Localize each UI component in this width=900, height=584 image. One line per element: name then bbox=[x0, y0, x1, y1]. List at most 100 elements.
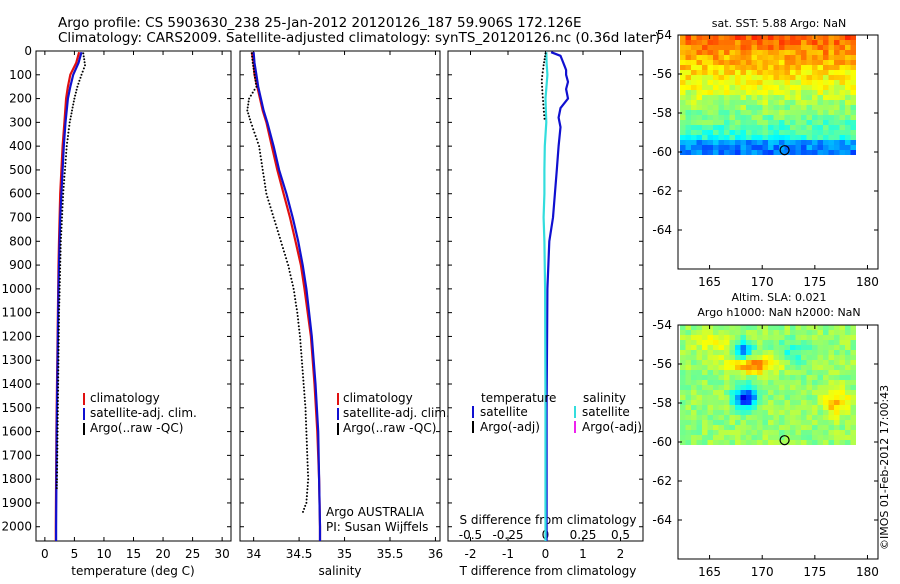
sst-cell bbox=[779, 75, 785, 81]
sst-cell bbox=[768, 95, 774, 101]
x-tick-label: -1 bbox=[502, 547, 514, 561]
series-point bbox=[56, 464, 59, 467]
sst-cell bbox=[691, 55, 697, 61]
sst-cell bbox=[845, 85, 851, 91]
series-point bbox=[258, 148, 261, 151]
series-point bbox=[67, 135, 69, 137]
sla-cell bbox=[779, 395, 785, 401]
sla-cell bbox=[740, 340, 747, 346]
series-point bbox=[541, 71, 544, 74]
sla-cell bbox=[762, 360, 769, 366]
sst-cell bbox=[718, 150, 725, 155]
sst-cell bbox=[773, 95, 780, 101]
sst-cell bbox=[746, 140, 752, 146]
sst-cell bbox=[806, 95, 813, 101]
series-point bbox=[542, 107, 545, 110]
sla-cell bbox=[735, 325, 741, 331]
series-point bbox=[56, 478, 58, 481]
sst-cell bbox=[817, 75, 824, 81]
sst-cell bbox=[823, 130, 829, 136]
sla-cell bbox=[823, 405, 829, 411]
sst-cell bbox=[806, 125, 813, 131]
series-point bbox=[84, 64, 86, 67]
series-point bbox=[542, 103, 545, 106]
sst-cell bbox=[839, 140, 846, 146]
sst-cell bbox=[702, 135, 708, 141]
sst-cell bbox=[812, 125, 818, 131]
depth-tick-label: 800 bbox=[9, 234, 32, 248]
sla-cell bbox=[740, 350, 747, 356]
series-point bbox=[249, 118, 251, 121]
series-point bbox=[78, 79, 81, 82]
sst-cell bbox=[762, 140, 769, 146]
sla-cell bbox=[680, 345, 686, 351]
sla-cell bbox=[724, 430, 730, 436]
series-point bbox=[57, 325, 60, 328]
series-point bbox=[258, 145, 261, 148]
sst-cell bbox=[845, 115, 851, 121]
sst-cell bbox=[740, 55, 747, 61]
series-point bbox=[252, 67, 255, 70]
sla-cell bbox=[806, 330, 813, 336]
sst-cell bbox=[680, 75, 686, 81]
sst-cell bbox=[740, 105, 747, 111]
series-point bbox=[75, 88, 78, 91]
sla-cell bbox=[757, 345, 763, 351]
sla-cell bbox=[680, 390, 686, 396]
sla-cell bbox=[685, 340, 692, 346]
sla-cell bbox=[795, 410, 802, 416]
sla-cell bbox=[724, 330, 730, 336]
sst-cell bbox=[823, 145, 829, 151]
sst-cell bbox=[817, 125, 824, 131]
series-point bbox=[57, 372, 60, 375]
sst-cell bbox=[729, 125, 736, 131]
sla-cell bbox=[790, 390, 796, 396]
sla-cell bbox=[713, 330, 719, 336]
sla-cell bbox=[828, 380, 835, 386]
sla-cell bbox=[768, 375, 774, 381]
sla-cell bbox=[762, 390, 769, 396]
sla-cell bbox=[702, 355, 708, 361]
series-point bbox=[64, 158, 67, 161]
sla-cell bbox=[773, 375, 780, 381]
sla-cell bbox=[817, 430, 824, 436]
depth-tick-label: 2000 bbox=[1, 520, 32, 534]
sla-cell bbox=[795, 390, 802, 396]
sla-cell bbox=[685, 395, 692, 401]
sla-cell bbox=[713, 410, 719, 416]
sla-cell bbox=[806, 375, 813, 381]
sla-cell bbox=[718, 435, 725, 441]
series-point bbox=[284, 253, 287, 256]
series-point bbox=[64, 162, 67, 165]
sla-cell bbox=[707, 375, 714, 381]
sst-cell bbox=[685, 50, 692, 56]
sla-cell bbox=[779, 415, 785, 421]
sst-cell bbox=[735, 75, 741, 81]
sst-cell bbox=[696, 35, 703, 41]
s-diff-tick-label: 0.25 bbox=[570, 528, 597, 542]
sst-cell bbox=[850, 120, 856, 126]
sst-cell bbox=[790, 50, 796, 56]
depth-tick-label: 1600 bbox=[1, 425, 32, 439]
sst-cell bbox=[779, 55, 785, 61]
sst-cell bbox=[751, 115, 758, 121]
legend-title-temperature: temperature bbox=[481, 391, 556, 405]
sla-cell bbox=[707, 330, 714, 336]
sst-cell bbox=[828, 150, 835, 155]
sst-cell bbox=[790, 75, 796, 81]
sst-cell bbox=[806, 40, 813, 46]
sla-cell bbox=[823, 420, 829, 426]
sla-cell bbox=[839, 395, 846, 401]
sst-cell bbox=[685, 110, 692, 116]
depth-tick-label: 400 bbox=[9, 139, 32, 153]
sst-cell bbox=[740, 85, 747, 91]
sst-cell bbox=[784, 115, 791, 121]
sst-cell bbox=[790, 140, 796, 146]
sla-cell bbox=[773, 400, 780, 406]
sst-cell bbox=[696, 110, 703, 116]
sla-cell bbox=[685, 345, 692, 351]
sla-cell bbox=[790, 350, 796, 356]
sla-cell bbox=[735, 335, 741, 341]
sla-cell bbox=[713, 440, 719, 445]
series-point bbox=[254, 76, 256, 79]
